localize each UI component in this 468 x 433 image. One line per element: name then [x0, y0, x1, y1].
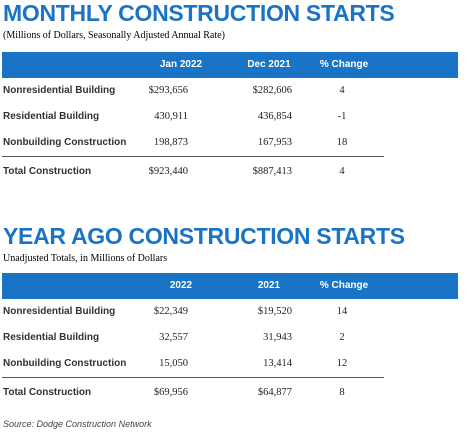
value-cell: 32,557 — [159, 332, 188, 343]
monthly-subtitle: (Millions of Dollars, Seasonally Adjuste… — [3, 30, 225, 41]
total-value: $887,413 — [252, 166, 292, 177]
yearago-title: YEAR AGO CONSTRUCTION STARTS — [3, 223, 405, 249]
value-cell: $22,349 — [153, 306, 188, 317]
value-cell: $293,656 — [148, 85, 188, 96]
table-row: Nonresidential Building $293,656 $282,60… — [0, 78, 458, 104]
total-divider — [2, 156, 384, 157]
column-header: 2021 — [257, 280, 281, 291]
row-label: Nonbuilding Construction — [3, 358, 127, 369]
column-header: Dec 2021 — [247, 59, 291, 70]
change-cell: 18 — [336, 137, 348, 148]
change-cell: 2 — [339, 332, 345, 343]
change-cell: 14 — [336, 306, 348, 317]
change-cell: 4 — [339, 85, 345, 96]
total-change: 8 — [339, 387, 345, 398]
source-note: Source: Dodge Construction Network — [3, 419, 152, 429]
row-label: Residential Building — [3, 332, 100, 343]
row-label: Residential Building — [3, 111, 100, 122]
table-row: Nonresidential Building $22,349 $19,520 … — [0, 299, 458, 325]
value-cell: 15,050 — [159, 358, 188, 369]
yearago-header-row: 2022 2021 % Change — [2, 273, 458, 299]
row-label: Nonbuilding Construction — [3, 137, 127, 148]
table-row: Nonbuilding Construction 15,050 13,414 1… — [0, 351, 458, 377]
column-header: 2022 — [169, 280, 193, 291]
value-cell: $282,606 — [252, 85, 292, 96]
value-cell: 198,873 — [153, 137, 188, 148]
total-row: Total Construction $69,956 $64,877 8 — [0, 380, 458, 406]
value-cell: 430,911 — [154, 111, 188, 122]
table-row: Nonbuilding Construction 198,873 167,953… — [0, 130, 458, 156]
column-header: % Change — [319, 280, 369, 291]
total-value: $69,956 — [153, 387, 188, 398]
column-header: % Change — [319, 59, 369, 70]
total-label: Total Construction — [3, 166, 92, 177]
monthly-title: MONTHLY CONSTRUCTION STARTS — [3, 0, 395, 26]
column-header: Jan 2022 — [159, 59, 203, 70]
monthly-header-row: Jan 2022 Dec 2021 % Change — [2, 52, 458, 78]
total-change: 4 — [339, 166, 345, 177]
change-cell: 12 — [336, 358, 348, 369]
total-divider — [2, 377, 384, 378]
value-cell: 13,414 — [263, 358, 292, 369]
table-row: Residential Building 32,557 31,943 2 — [0, 325, 458, 351]
yearago-subtitle: Unadjusted Totals, in Millions of Dollar… — [3, 253, 168, 264]
total-value: $923,440 — [148, 166, 188, 177]
value-cell: 31,943 — [263, 332, 292, 343]
row-label: Nonresidential Building — [3, 306, 116, 317]
total-label: Total Construction — [3, 387, 92, 398]
monthly-table: Jan 2022 Dec 2021 % Change Nonresidentia… — [0, 52, 458, 185]
value-cell: 167,953 — [257, 137, 292, 148]
table-row: Residential Building 430,911 436,854 -1 — [0, 104, 458, 130]
value-cell: 436,854 — [257, 111, 292, 122]
yearago-table: 2022 2021 % Change Nonresidential Buildi… — [0, 273, 458, 406]
row-label: Nonresidential Building — [3, 85, 116, 96]
total-value: $64,877 — [257, 387, 292, 398]
total-row: Total Construction $923,440 $887,413 4 — [0, 159, 458, 185]
value-cell: $19,520 — [257, 306, 292, 317]
change-cell: -1 — [337, 111, 347, 122]
